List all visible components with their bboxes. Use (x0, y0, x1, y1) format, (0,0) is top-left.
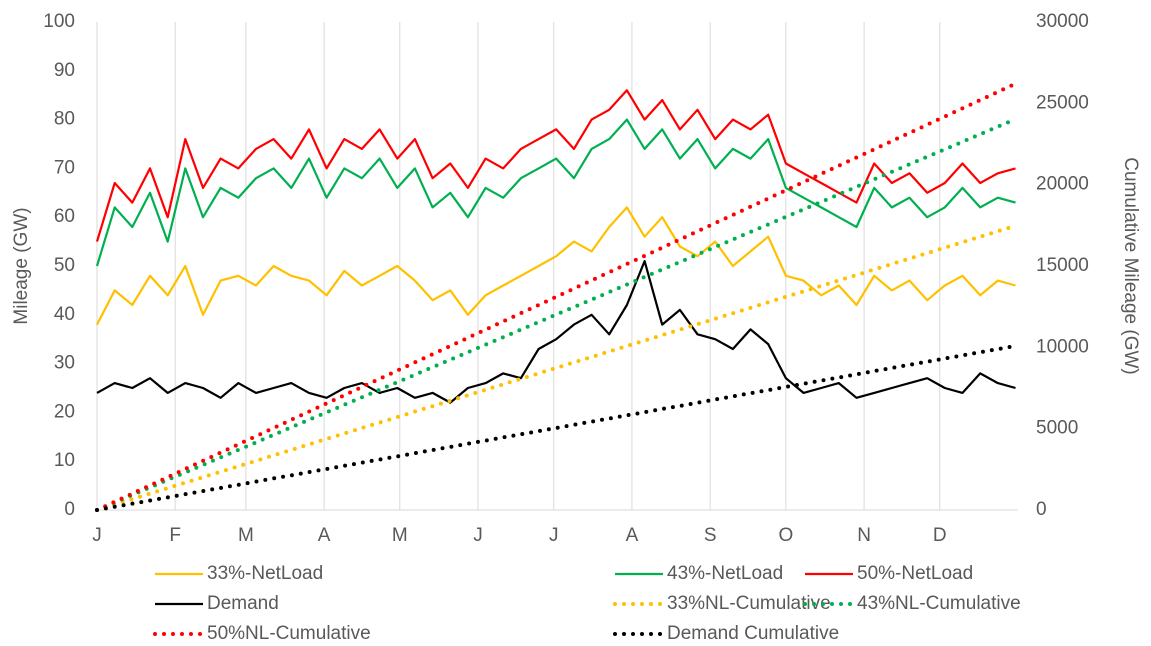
y-tick-label: 70 (54, 157, 75, 178)
legend-label: Demand (207, 593, 279, 614)
series-line (95, 89, 1016, 242)
series-line (95, 118, 1016, 267)
y2-tick-label: 30000 (1036, 11, 1089, 32)
x-tick-label: N (857, 525, 871, 546)
series-line (95, 343, 1018, 512)
legend-label: 33%NL-Cumulative (667, 593, 831, 614)
series-line (95, 117, 1018, 512)
x-tick-label: J (92, 525, 102, 546)
series-line (95, 223, 1018, 512)
y-tick-label: 0 (64, 499, 75, 520)
x-tick-label: A (318, 525, 331, 546)
y-tick-label: 100 (43, 11, 75, 32)
y-tick-label: 30 (54, 353, 75, 374)
y-tick-label: 40 (54, 304, 75, 325)
x-tick-label: M (238, 525, 254, 546)
legend-label: 43%-NetLoad (667, 563, 783, 584)
x-tick-label: J (549, 525, 559, 546)
y2-tick-label: 25000 (1036, 92, 1089, 113)
y2-tick-label: 15000 (1036, 255, 1089, 276)
x-tick-label: O (778, 525, 793, 546)
legend-label: 43%NL-Cumulative (857, 593, 1021, 614)
series-line (96, 206, 1016, 326)
series-line (96, 260, 1016, 404)
y-tick-label: 60 (54, 206, 75, 227)
x-tick-label: S (704, 525, 717, 546)
y-tick-label: 20 (54, 401, 75, 422)
x-tick-label: A (626, 525, 639, 546)
y-axis-title: Mileage (GW) (11, 207, 32, 324)
y-tick-label: 50 (54, 255, 75, 276)
y-tick-label: 80 (54, 109, 75, 130)
legend-label: 33%-NetLoad (207, 563, 323, 584)
x-tick-label: F (169, 525, 181, 546)
y2-tick-label: 5000 (1036, 418, 1078, 439)
y2-tick-label: 0 (1036, 499, 1047, 520)
y2-axis-title: Cumulative Mileage (GW) (1120, 157, 1141, 375)
y-tick-label: 90 (54, 60, 75, 81)
y2-tick-label: 20000 (1036, 174, 1089, 195)
y-tick-label: 10 (54, 450, 75, 471)
y2-tick-label: 10000 (1036, 336, 1089, 357)
legend-label: 50%NL-Cumulative (207, 623, 371, 644)
x-tick-label: J (473, 525, 483, 546)
legend-label: Demand Cumulative (667, 623, 839, 644)
series-line (95, 81, 1018, 512)
x-tick-label: D (933, 525, 947, 546)
legend-label: 50%-NetLoad (857, 563, 973, 584)
x-tick-label: M (392, 525, 408, 546)
